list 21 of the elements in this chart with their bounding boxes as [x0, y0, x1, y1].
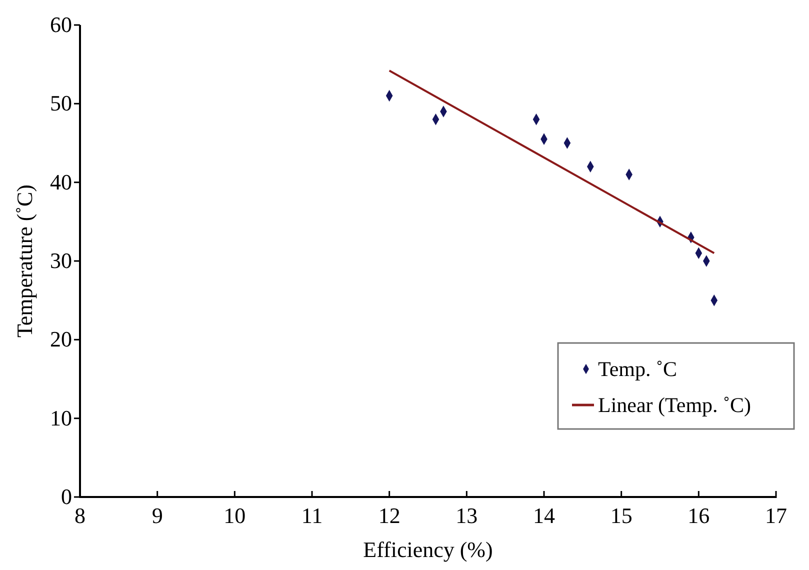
y-tick-label: 10 — [50, 405, 72, 430]
y-tick-label: 60 — [50, 12, 72, 37]
x-tick-label: 10 — [224, 503, 246, 528]
x-tick-label: 16 — [688, 503, 710, 528]
y-tick-label: 30 — [50, 248, 72, 273]
y-axis-title: Temperature (˚C) — [12, 184, 37, 338]
x-tick-label: 9 — [152, 503, 163, 528]
y-tick-label: 50 — [50, 90, 72, 116]
x-tick-label: 13 — [456, 503, 478, 528]
y-tick-label: 40 — [50, 169, 72, 194]
legend-label: Linear (Temp. ˚C) — [598, 393, 752, 417]
y-tick-label: 20 — [50, 326, 72, 352]
y-tick-label: 0 — [61, 484, 72, 509]
legend-label: Temp. ˚C — [598, 357, 678, 381]
x-tick-label: 8 — [74, 503, 86, 528]
x-tick-label: 11 — [301, 503, 323, 528]
x-tick-label: 12 — [378, 503, 400, 528]
x-axis-title: Efficiency (%) — [363, 537, 493, 562]
x-tick-label: 14 — [533, 503, 555, 528]
x-tick-label: 17 — [765, 503, 787, 528]
x-tick-label: 15 — [610, 503, 632, 528]
